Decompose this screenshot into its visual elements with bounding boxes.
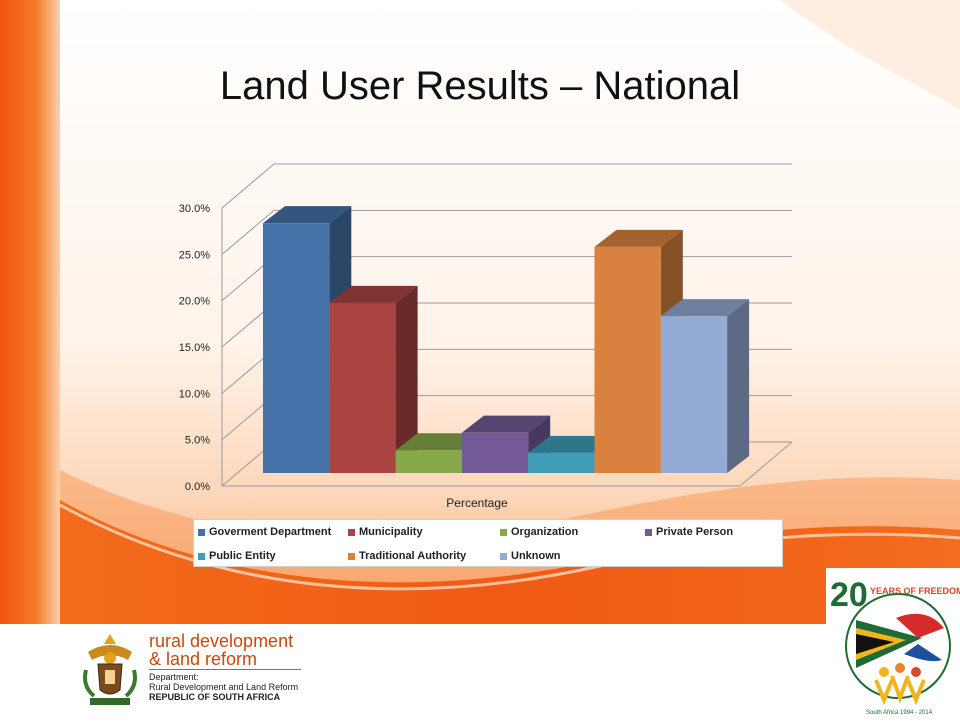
country-name: REPUBLIC OF SOUTH AFRICA	[149, 692, 281, 702]
slide-title: Land User Results – National	[219, 64, 741, 108]
legend-label: Goverment Department	[209, 526, 332, 538]
legend-label: Private Person	[656, 526, 734, 538]
department-line-2: & land reform	[149, 649, 258, 669]
bar	[660, 316, 728, 473]
bar-side	[395, 285, 418, 473]
department-label: Department:	[149, 672, 199, 682]
gridline-side	[221, 209, 275, 255]
legend-label: Municipality	[359, 526, 423, 538]
department-line-1: rural development	[149, 631, 294, 651]
legend-swatch	[500, 528, 507, 536]
department-subtitle: Department: Rural Development and Land R…	[149, 672, 298, 702]
badge-subtext: South Africa 1994 - 2014	[866, 710, 933, 716]
y-tick-label: 25.0%	[179, 249, 210, 261]
y-tick-label: 5.0%	[185, 435, 210, 447]
bar-top	[594, 229, 683, 247]
bar-top	[395, 433, 484, 451]
department-divider	[149, 669, 301, 670]
legend-item: Organization	[500, 520, 645, 544]
legend-item: Traditional Authority	[348, 544, 500, 568]
bar-top	[329, 285, 418, 303]
twenty-years-freedom-badge: 20 YEARS OF FREEDOM South Africa 1994 - …	[826, 568, 960, 720]
chart-legend: Goverment Department Municipality Organiza…	[193, 519, 783, 567]
legend-label: Traditional Authority	[359, 550, 467, 562]
footer	[0, 624, 960, 720]
y-tick-label: 10.0%	[179, 388, 210, 400]
y-tick-label: 30.0%	[179, 203, 210, 215]
department-name: rural development & land reform	[149, 632, 293, 668]
legend-item: Unknown	[500, 544, 645, 568]
bar	[594, 246, 661, 473]
legend-swatch	[198, 552, 205, 560]
y-tick-label: 0.0%	[185, 481, 210, 493]
legend-item: Municipality	[348, 520, 500, 544]
bar-top	[528, 435, 617, 453]
x-axis-title: Percentage	[446, 496, 508, 510]
legend-swatch	[500, 552, 507, 560]
bar	[395, 450, 462, 473]
legend-item: Private Person	[645, 520, 785, 544]
legend-label: Organization	[511, 526, 579, 538]
legend-swatch	[348, 552, 355, 560]
legend-label: Unknown	[511, 550, 561, 562]
bar	[329, 302, 396, 473]
badge-text: YEARS OF FREEDOM	[870, 586, 960, 596]
bar-top	[660, 299, 750, 317]
coat-of-arms-logo	[83, 634, 137, 705]
department-full-name: Rural Development and Land Reform	[149, 682, 299, 692]
legend-swatch	[198, 528, 205, 536]
gridline-side	[221, 163, 275, 209]
badge-number: 20	[830, 576, 868, 614]
floor-right-edge	[739, 441, 793, 487]
y-tick-label: 20.0%	[179, 296, 210, 308]
legend-label: Public Entity	[209, 550, 276, 562]
legend-item: Goverment Department	[198, 520, 348, 544]
bar	[461, 432, 529, 473]
bar	[528, 452, 595, 473]
legend-swatch	[348, 528, 355, 536]
bar	[263, 223, 330, 473]
bar-top	[461, 415, 551, 433]
y-tick-label: 15.0%	[179, 342, 210, 354]
bar-side	[727, 299, 750, 473]
legend-swatch	[645, 528, 652, 536]
bar-top	[263, 206, 352, 224]
legend-item: Public Entity	[198, 544, 348, 568]
freedom-logo: 20 YEARS OF FREEDOM South Africa 1994 - …	[830, 576, 960, 716]
